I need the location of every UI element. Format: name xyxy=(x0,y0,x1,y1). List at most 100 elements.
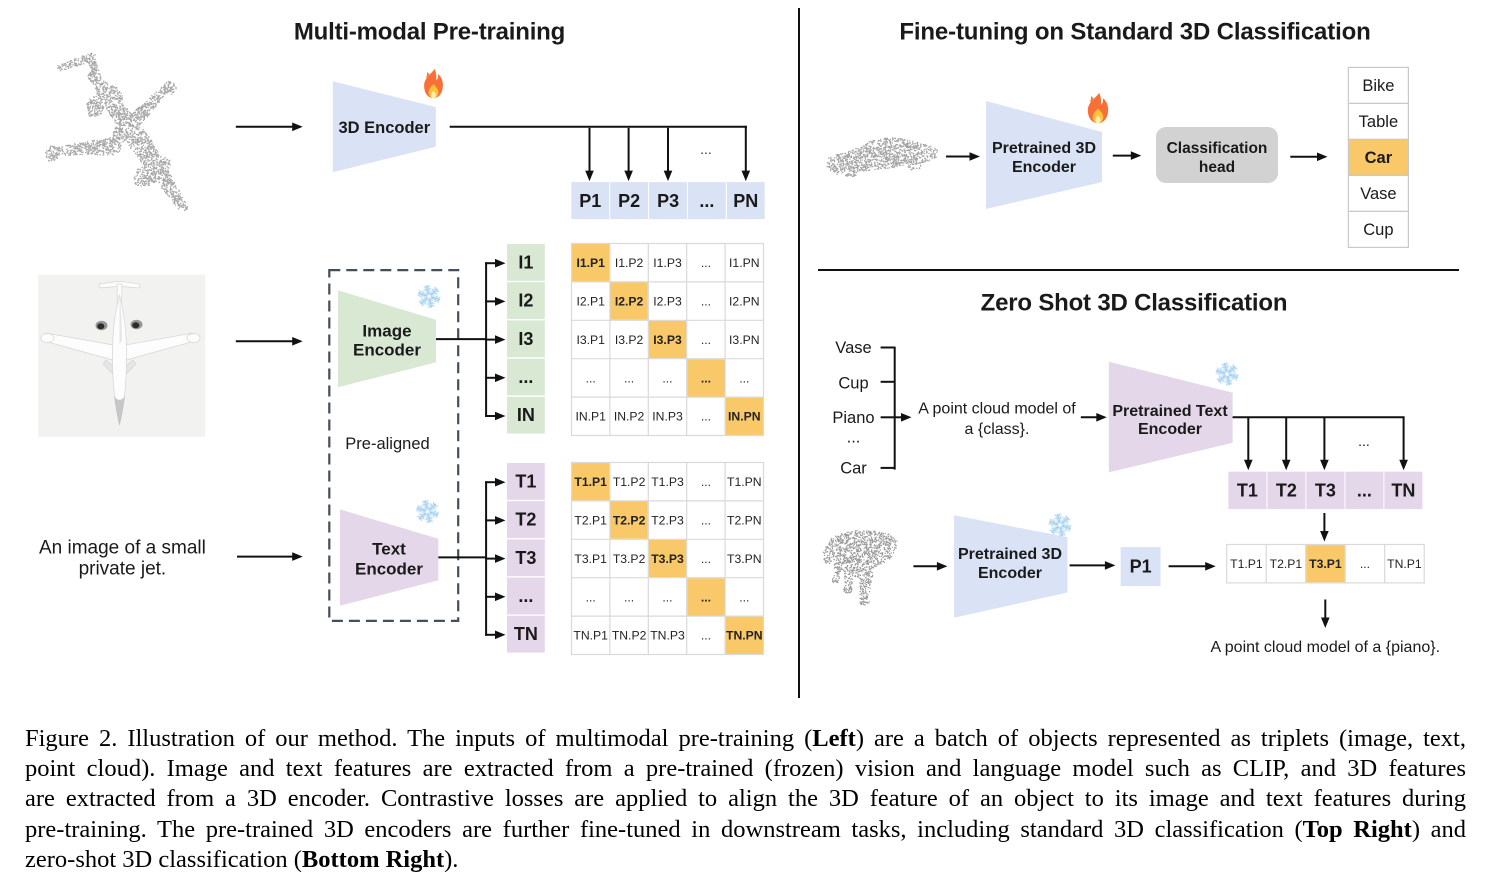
svg-text:...: ... xyxy=(700,141,712,157)
svg-text:...: ... xyxy=(701,371,711,385)
svg-text:T1.PN: T1.PN xyxy=(727,475,762,489)
svg-text:Car: Car xyxy=(840,460,867,478)
svg-text:...: ... xyxy=(518,367,533,387)
svg-text:I1.P2: I1.P2 xyxy=(615,256,644,270)
svg-text:Pretrained Text: Pretrained Text xyxy=(1112,403,1228,420)
svg-text:T2.P1: T2.P1 xyxy=(574,514,607,528)
svg-text:T2.PN: T2.PN xyxy=(727,514,762,528)
svg-text:An image of a small: An image of a small xyxy=(39,537,206,558)
svg-text:P2: P2 xyxy=(618,191,640,211)
svg-text:I1.P3: I1.P3 xyxy=(653,256,682,270)
svg-text:T2: T2 xyxy=(515,510,536,530)
svg-text:Table: Table xyxy=(1359,113,1398,131)
svg-text:T2.P2: T2.P2 xyxy=(613,514,646,528)
svg-text:Car: Car xyxy=(1365,149,1393,167)
svg-text:Encoder: Encoder xyxy=(353,341,421,360)
svg-text:Encoder: Encoder xyxy=(355,559,423,578)
svg-text:I2.P3: I2.P3 xyxy=(653,295,682,309)
svg-text:IN: IN xyxy=(517,405,535,425)
svg-text:TN: TN xyxy=(514,624,538,644)
svg-text:Encoder: Encoder xyxy=(978,565,1042,582)
svg-text:...: ... xyxy=(701,333,711,347)
svg-text:IN.P3: IN.P3 xyxy=(652,410,683,424)
svg-text:...: ... xyxy=(1360,557,1370,571)
svg-text:Cup: Cup xyxy=(1363,221,1393,239)
svg-text:TN.PN: TN.PN xyxy=(726,629,763,643)
svg-text:head: head xyxy=(1199,159,1235,176)
svg-text:T3.PN: T3.PN xyxy=(727,552,762,566)
svg-text:I1.P1: I1.P1 xyxy=(576,256,605,270)
svg-text:...: ... xyxy=(586,371,596,385)
svg-text:A point cloud model of: A point cloud model of xyxy=(918,400,1076,417)
svg-text:P3: P3 xyxy=(657,191,679,211)
svg-text:T1: T1 xyxy=(1237,481,1258,501)
svg-text:Pre-aligned: Pre-aligned xyxy=(345,435,429,453)
svg-text:T3.P1: T3.P1 xyxy=(574,552,607,566)
svg-text:T3: T3 xyxy=(515,548,536,568)
svg-text:P1: P1 xyxy=(579,191,601,211)
svg-text:Pretrained 3D: Pretrained 3D xyxy=(992,140,1096,157)
svg-text:...: ... xyxy=(739,590,749,604)
svg-text:...: ... xyxy=(847,429,861,447)
svg-text:TN.P1: TN.P1 xyxy=(1387,557,1422,571)
svg-text:TN: TN xyxy=(1391,481,1415,501)
svg-text:...: ... xyxy=(701,410,711,424)
svg-text:I1.PN: I1.PN xyxy=(729,256,759,270)
svg-text:T1.P2: T1.P2 xyxy=(613,475,646,489)
svg-text:IN.P2: IN.P2 xyxy=(614,410,645,424)
svg-text:I3: I3 xyxy=(518,329,533,349)
svg-text:I3.PN: I3.PN xyxy=(729,333,759,347)
svg-text:IN.P1: IN.P1 xyxy=(575,410,606,424)
svg-text:3D Encoder: 3D Encoder xyxy=(338,119,430,137)
svg-text:T1: T1 xyxy=(515,471,536,491)
svg-text:I3.P2: I3.P2 xyxy=(615,333,644,347)
svg-text:I1: I1 xyxy=(518,252,533,272)
svg-text:...: ... xyxy=(586,590,596,604)
svg-text:Piano: Piano xyxy=(832,409,874,427)
svg-text:...: ... xyxy=(662,590,672,604)
svg-text:...: ... xyxy=(1357,481,1372,501)
svg-text:...: ... xyxy=(701,590,711,604)
svg-text:...: ... xyxy=(701,552,711,566)
svg-text:Vase: Vase xyxy=(835,339,871,357)
svg-text:I3.P3: I3.P3 xyxy=(653,333,682,347)
svg-text:private jet.: private jet. xyxy=(79,558,167,579)
svg-text:A point cloud model of a {pian: A point cloud model of a {piano}. xyxy=(1211,639,1441,656)
svg-text:TN.P2: TN.P2 xyxy=(612,629,647,643)
svg-text:T3: T3 xyxy=(1315,481,1336,501)
svg-text:Encoder: Encoder xyxy=(1138,421,1202,438)
svg-text:Vase: Vase xyxy=(1360,185,1396,203)
svg-text:Text: Text xyxy=(372,540,406,559)
svg-text:Zero Shot 3D Classification: Zero Shot 3D Classification xyxy=(981,290,1288,317)
svg-text:I2.P1: I2.P1 xyxy=(576,295,605,309)
svg-text:T2.P3: T2.P3 xyxy=(651,514,684,528)
svg-text:TN.P3: TN.P3 xyxy=(650,629,685,643)
svg-text:Pretrained 3D: Pretrained 3D xyxy=(958,546,1062,563)
svg-text:Classification: Classification xyxy=(1167,140,1268,157)
svg-text:...: ... xyxy=(701,629,711,643)
svg-text:I3.P1: I3.P1 xyxy=(576,333,605,347)
svg-text:TN.P1: TN.P1 xyxy=(573,629,608,643)
svg-text:T3.P2: T3.P2 xyxy=(613,552,646,566)
svg-text:...: ... xyxy=(739,371,749,385)
svg-text:IN.PN: IN.PN xyxy=(728,410,761,424)
svg-text:I2: I2 xyxy=(518,291,533,311)
svg-text:PN: PN xyxy=(733,191,758,211)
svg-text:T1.P1: T1.P1 xyxy=(1230,557,1263,571)
svg-text:P1: P1 xyxy=(1130,556,1152,576)
svg-text:...: ... xyxy=(1358,433,1370,449)
svg-text:...: ... xyxy=(518,586,533,606)
svg-text:...: ... xyxy=(624,590,634,604)
svg-text:Cup: Cup xyxy=(838,375,868,393)
svg-text:...: ... xyxy=(701,295,711,309)
svg-text:T1.P3: T1.P3 xyxy=(651,475,684,489)
svg-text:T3.P1: T3.P1 xyxy=(1309,557,1342,571)
svg-text:T2: T2 xyxy=(1276,481,1297,501)
svg-text:Bike: Bike xyxy=(1362,77,1394,95)
svg-text:Multi-modal Pre-training: Multi-modal Pre-training xyxy=(294,19,565,46)
svg-text:Image: Image xyxy=(362,321,411,340)
svg-text:...: ... xyxy=(701,514,711,528)
svg-text:T2.P1: T2.P1 xyxy=(1270,557,1303,571)
svg-text:I2.PN: I2.PN xyxy=(729,295,759,309)
svg-text:I2.P2: I2.P2 xyxy=(615,295,644,309)
